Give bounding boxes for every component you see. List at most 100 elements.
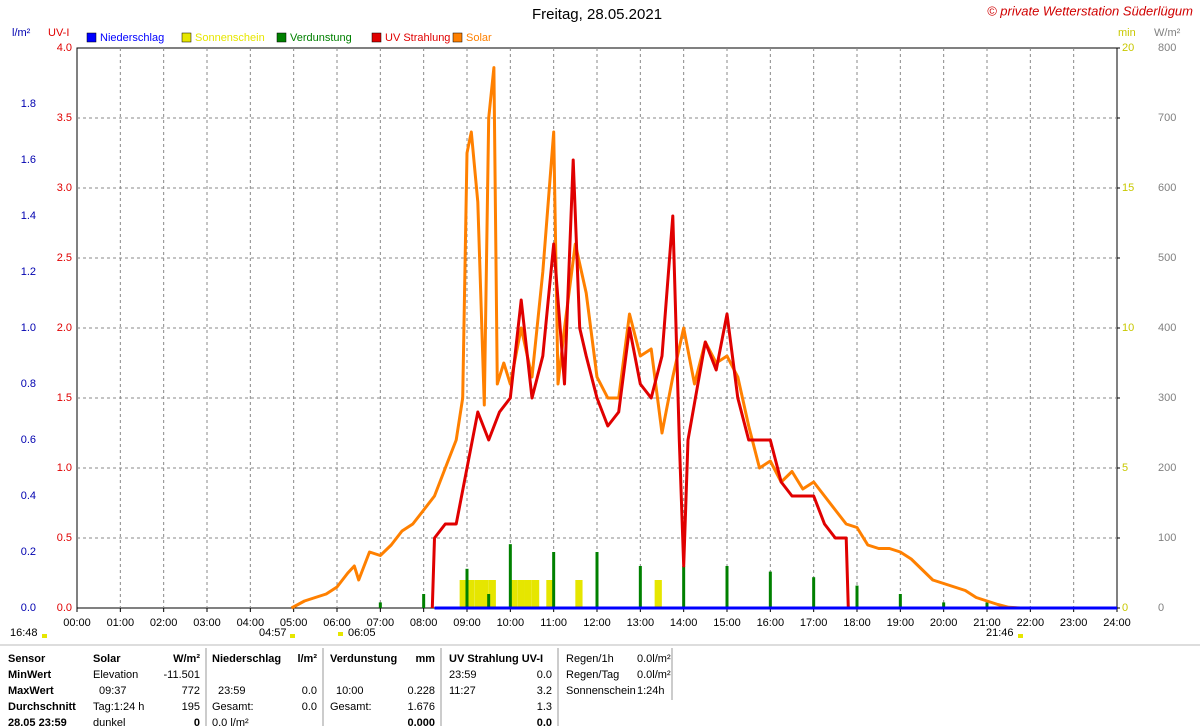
y-tick-label: 600 [1158, 182, 1176, 194]
legend-label: Solar [466, 32, 492, 44]
y-tick-label: 0.4 [21, 490, 36, 502]
legend-swatch [276, 32, 287, 43]
y-tick-label: 2.0 [57, 322, 72, 334]
cell-value: -11.501 [164, 669, 201, 681]
x-tick-label: 20:00 [930, 617, 958, 629]
bar [459, 580, 467, 608]
bar [552, 552, 556, 608]
cell-value: 1.676 [407, 701, 435, 713]
x-tick-label: 21:00 [973, 617, 1001, 629]
x-tick-label: 16:00 [757, 617, 785, 629]
y-tick-label: 3.5 [57, 112, 72, 124]
y-tick-label: 5 [1122, 462, 1128, 474]
bar [654, 580, 662, 608]
x-tick-label: 04:00 [237, 617, 265, 629]
row-header: Sensor [8, 653, 46, 665]
y-tick-label: 0.8 [21, 378, 36, 390]
bar [487, 594, 491, 608]
x-tick-label: 03:00 [193, 617, 221, 629]
bar [508, 544, 512, 608]
y-tick-label: 1.4 [21, 210, 36, 222]
bar [595, 552, 599, 608]
x-tick-label: 12:00 [583, 617, 611, 629]
y-tick-label: 20 [1122, 42, 1134, 54]
cell-label: 09:37 [99, 685, 127, 697]
bar [467, 580, 475, 608]
legend-swatch [371, 32, 382, 43]
bar [378, 602, 382, 608]
bar [524, 580, 532, 608]
cell-value: 772 [182, 685, 200, 697]
legend-label: Sonnenschein [195, 32, 265, 44]
axis-unit: min [1118, 27, 1136, 39]
y-tick-label: 10 [1122, 322, 1134, 334]
cell-value: 0.000 [407, 717, 435, 726]
y-tick-label: 0.5 [57, 532, 72, 544]
y-tick-label: 0.6 [21, 434, 36, 446]
x-tick-label: 24:00 [1103, 617, 1131, 629]
x-tick-label: 01:00 [107, 617, 135, 629]
y-tick-label: 0.2 [21, 546, 36, 558]
line [290, 66, 1021, 610]
marker [338, 632, 343, 636]
y-tick-label: 3.0 [57, 182, 72, 194]
row-header: 28.05 23:59 [8, 717, 67, 726]
y-tick-label: 1.0 [57, 462, 72, 474]
y-tick-label: 500 [1158, 252, 1176, 264]
y-tick-label: 1.6 [21, 154, 36, 166]
y-tick-label: 1.0 [21, 322, 36, 334]
legend-swatch [452, 32, 463, 43]
cell-value: mm [415, 653, 435, 665]
x-tick-label: 23:00 [1060, 617, 1088, 629]
axis-unit: W/m² [1154, 27, 1181, 39]
y-tick-label: 0.0 [21, 602, 36, 614]
y-tick-label: 2.5 [57, 252, 72, 264]
extra-label: Sonnenschein [566, 685, 636, 697]
bar [422, 594, 426, 608]
bar [682, 566, 686, 608]
cell-label: Tag:1:24 h [93, 701, 144, 713]
y-tick-label: 100 [1158, 532, 1176, 544]
bar [638, 566, 642, 608]
cell-label: 11:27 [449, 685, 476, 697]
cell-label: 10:00 [336, 685, 364, 697]
bar [942, 602, 946, 608]
cell-label: Niederschlag [212, 653, 281, 665]
cell-label: Verdunstung [330, 653, 397, 665]
bar [517, 580, 525, 608]
y-tick-label: 0 [1122, 602, 1128, 614]
x-tick-label: 10:00 [497, 617, 525, 629]
bar [546, 580, 554, 608]
bar [532, 580, 540, 608]
time-annotation: 16:48 [10, 627, 38, 639]
axis-unit: l/m² [12, 27, 31, 39]
y-tick-label: 4.0 [57, 42, 72, 54]
cell-value: 0.0 [537, 717, 552, 726]
x-tick-label: 05:00 [280, 617, 308, 629]
cell-label: 23:59 [218, 685, 246, 697]
marker [1018, 634, 1023, 638]
extra-value: 0.0l/m² [637, 669, 671, 681]
cell-value: 3.2 [537, 685, 552, 697]
y-tick-label: 1.2 [21, 266, 36, 278]
cell-label: 23:59 [449, 669, 477, 681]
x-tick-label: 19:00 [887, 617, 915, 629]
cell-label: dunkel [93, 717, 125, 726]
cell-value: l/m² [297, 653, 317, 665]
y-tick-label: 300 [1158, 392, 1176, 404]
cell-label: Solar [93, 653, 121, 665]
y-tick-label: 15 [1122, 182, 1134, 194]
extra-label: Regen/1h [566, 653, 614, 665]
legend-label: UV Strahlung [385, 32, 450, 44]
extra-value: 0.0l/m² [637, 653, 671, 665]
time-annotation: 21:46 [986, 627, 1014, 639]
x-tick-label: 14:00 [670, 617, 698, 629]
y-tick-label: 800 [1158, 42, 1176, 54]
bar [985, 602, 989, 608]
cell-value: W/m² [173, 653, 200, 665]
y-tick-label: 0.0 [57, 602, 72, 614]
x-tick-label: 09:00 [453, 617, 481, 629]
time-annotation: 06:05 [348, 627, 376, 639]
bar [575, 580, 583, 608]
